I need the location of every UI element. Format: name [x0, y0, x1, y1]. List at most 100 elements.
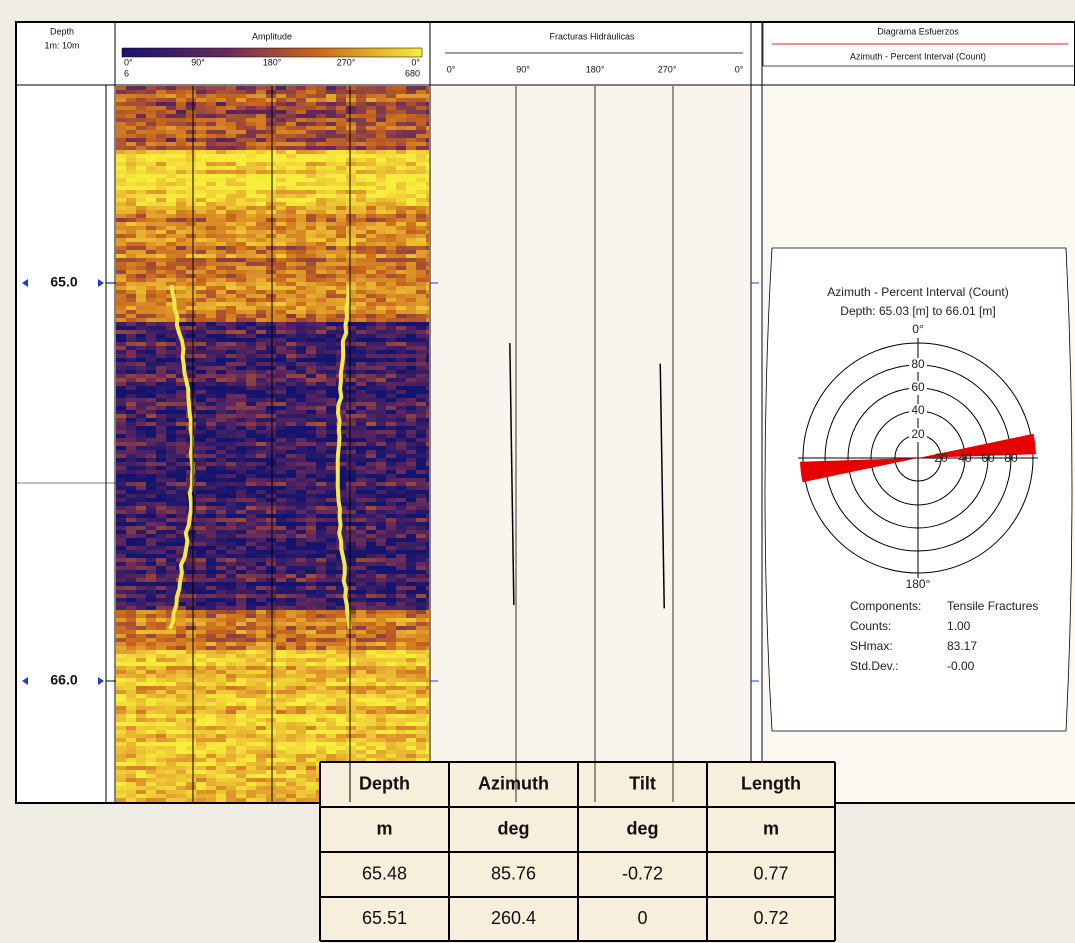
pixel	[216, 342, 226, 346]
pixel	[316, 262, 326, 266]
pixel	[226, 174, 236, 178]
pixel	[346, 326, 356, 330]
pixel	[366, 318, 376, 322]
pixel	[256, 130, 266, 134]
pixel	[336, 702, 346, 706]
pixel	[396, 158, 406, 162]
pixel	[376, 106, 386, 110]
pixel	[176, 646, 186, 650]
pixel	[306, 166, 316, 170]
pixel	[276, 506, 286, 510]
pixel	[226, 670, 236, 674]
pixel	[286, 270, 296, 274]
pixel	[226, 190, 236, 194]
pixel	[186, 186, 196, 190]
pixel	[226, 342, 236, 346]
pixel	[126, 390, 136, 394]
pixel	[346, 614, 356, 618]
pixel	[166, 186, 176, 190]
pixel	[306, 222, 316, 226]
pixel	[146, 370, 156, 374]
pixel	[116, 686, 126, 690]
pixel	[366, 458, 376, 462]
pixel	[116, 302, 126, 306]
pixel	[166, 638, 176, 642]
pixel	[426, 406, 429, 410]
pixel	[256, 174, 266, 178]
pixel	[186, 222, 196, 226]
pixel	[196, 390, 206, 394]
pixel	[206, 390, 216, 394]
pixel	[146, 178, 156, 182]
pixel	[376, 614, 386, 618]
pixel	[236, 294, 246, 298]
pixel	[316, 566, 326, 570]
pixel	[116, 354, 126, 358]
pixel	[416, 322, 426, 326]
pixel	[246, 662, 256, 666]
pixel	[286, 142, 296, 146]
pixel	[316, 494, 326, 498]
pixel	[336, 686, 346, 690]
pixel	[296, 206, 306, 210]
pixel	[216, 426, 226, 430]
pixel	[126, 602, 136, 606]
pixel	[336, 474, 346, 478]
pixel	[286, 274, 296, 278]
pixel	[136, 354, 146, 358]
pixel	[136, 238, 146, 242]
pixel	[306, 314, 316, 318]
pixel	[396, 166, 406, 170]
pixel	[206, 470, 216, 474]
pixel	[216, 158, 226, 162]
pixel	[206, 278, 216, 282]
pixel	[426, 450, 429, 454]
pixel	[146, 622, 156, 626]
pixel	[346, 374, 356, 378]
pixel	[176, 198, 186, 202]
pixel	[166, 538, 176, 542]
pixel	[396, 422, 406, 426]
pixel	[136, 330, 146, 334]
pixel	[266, 518, 276, 522]
pixel	[396, 450, 406, 454]
pixel	[376, 266, 386, 270]
pixel	[366, 110, 376, 114]
pixel	[336, 694, 346, 698]
pixel	[146, 158, 156, 162]
pixel	[136, 254, 146, 258]
pixel	[226, 266, 236, 270]
pixel	[136, 426, 146, 430]
pixel	[286, 366, 296, 370]
pixel	[176, 178, 186, 182]
pixel	[256, 574, 266, 578]
pixel	[126, 286, 136, 290]
pixel	[286, 610, 296, 614]
pixel	[116, 122, 126, 126]
pixel	[236, 194, 246, 198]
pixel	[336, 486, 346, 490]
pixel	[326, 242, 336, 246]
pixel	[376, 442, 386, 446]
pixel	[126, 410, 136, 414]
pixel	[386, 566, 396, 570]
pixel	[226, 614, 236, 618]
pixel	[146, 398, 156, 402]
pixel	[226, 186, 236, 190]
pixel	[386, 642, 396, 646]
pixel	[246, 150, 256, 154]
pixel	[266, 610, 276, 614]
pixel	[186, 642, 196, 646]
pixel	[386, 162, 396, 166]
pixel	[386, 178, 396, 182]
pixel	[256, 698, 266, 702]
pixel	[416, 102, 426, 106]
pixel	[156, 250, 166, 254]
pixel	[126, 558, 136, 562]
pixel	[206, 90, 216, 94]
pixel	[196, 550, 206, 554]
pixel	[296, 322, 306, 326]
pixel	[186, 574, 196, 578]
pixel	[316, 382, 326, 386]
pixel	[156, 606, 166, 610]
